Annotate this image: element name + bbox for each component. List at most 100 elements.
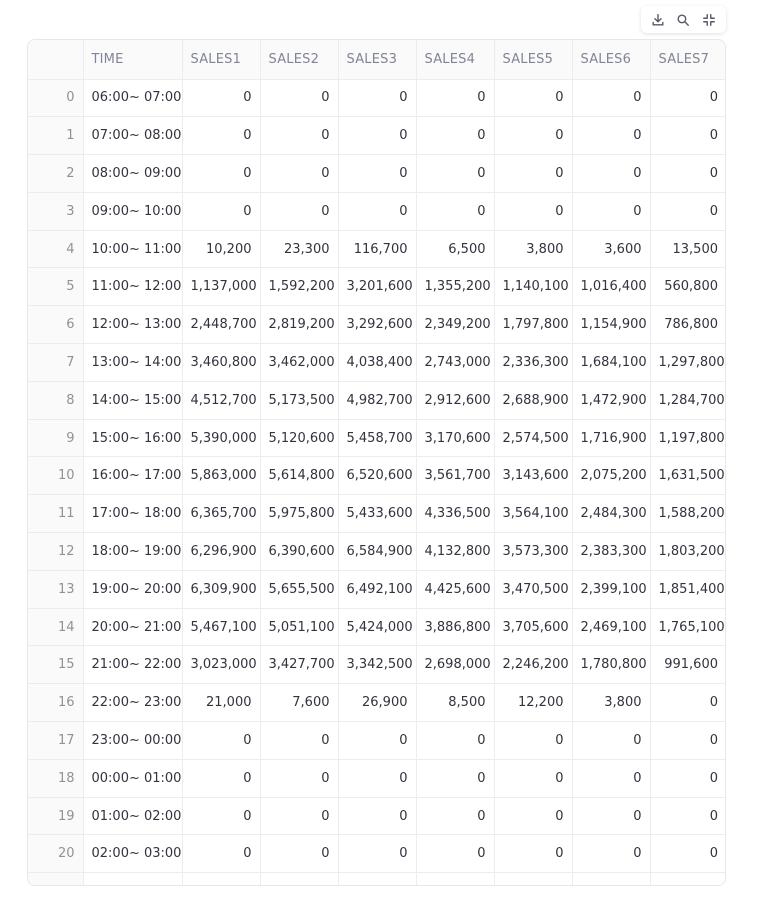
- row-index-cell[interactable]: 6: [28, 305, 84, 345]
- table-row[interactable]: 7 13:00~ 14:00 3,460,800 3,462,000 4,038,400…: [28, 343, 725, 382]
- time-cell[interactable]: 18:00~ 19:00: [83, 532, 183, 571]
- table-row[interactable]: 12 18:00~ 19:00 6,296,900 6,390,600 6,584,90…: [28, 532, 725, 571]
- table-row[interactable]: 0 06:00~ 07:00 0 0 0 0 0 0 0: [28, 79, 725, 118]
- row-index-cell[interactable]: 1: [28, 116, 84, 156]
- table-row[interactable]: 2 08:00~ 09:00 0 0 0 0 0 0 0: [28, 154, 725, 193]
- sales-cell[interactable]: 1,016,400: [572, 267, 651, 307]
- sales-cell[interactable]: 1,765,100: [650, 608, 725, 647]
- row-index-cell[interactable]: 8: [28, 381, 84, 420]
- sales-cell[interactable]: 1,631,500: [650, 456, 725, 496]
- sales-cell[interactable]: 0: [572, 116, 651, 156]
- sales-cell[interactable]: 3,800: [572, 683, 651, 723]
- table-row[interactable]: 14 20:00~ 21:00 5,467,100 5,051,100 5,424,00…: [28, 608, 725, 647]
- sales-cell[interactable]: 1,716,900: [572, 419, 651, 458]
- sales-cell[interactable]: 0: [182, 721, 261, 760]
- sales-cell[interactable]: 2,574,500: [494, 419, 573, 458]
- sales-cell[interactable]: 0: [650, 759, 725, 798]
- row-index-cell[interactable]: 14: [28, 608, 84, 647]
- sales-cell[interactable]: 1,137,000: [182, 267, 261, 307]
- sales-cell[interactable]: 991,600: [650, 645, 725, 685]
- row-index-cell[interactable]: 7: [28, 343, 84, 382]
- sales-cell[interactable]: 0: [182, 797, 261, 836]
- sales-cell[interactable]: 3,460,800: [182, 343, 261, 382]
- sales-cell[interactable]: 1,297,800: [650, 343, 725, 382]
- sales-cell[interactable]: 3,170,600: [416, 419, 495, 458]
- sales-cell[interactable]: 0: [572, 834, 651, 874]
- sales-cell[interactable]: 5,614,800: [260, 456, 339, 496]
- sales-cell[interactable]: 0: [650, 154, 725, 193]
- table-row[interactable]: 5 11:00~ 12:00 1,137,000 1,592,200 3,201,600…: [28, 267, 725, 307]
- sales-cell[interactable]: 5,120,600: [260, 419, 339, 458]
- row-index-cell[interactable]: 17: [28, 721, 84, 760]
- table-row[interactable]: 1 07:00~ 08:00 0 0 0 0 0 0 0: [28, 116, 725, 156]
- time-cell[interactable]: 14:00~ 15:00: [83, 381, 183, 420]
- sales-cell[interactable]: 3,470,500: [494, 570, 573, 609]
- sales-cell[interactable]: 1,154,900: [572, 305, 651, 345]
- sales-cell[interactable]: 0: [494, 834, 573, 874]
- sales-cell[interactable]: 6,309,900: [182, 570, 261, 609]
- sales-cell[interactable]: 0: [572, 154, 651, 193]
- sales-cell[interactable]: 2,336,300: [494, 343, 573, 382]
- sales-cell[interactable]: 0: [494, 759, 573, 798]
- sales-cell[interactable]: 5,863,000: [182, 456, 261, 496]
- sales-cell[interactable]: 5,458,700: [338, 419, 417, 458]
- row-index-cell[interactable]: 15: [28, 645, 84, 685]
- row-index-cell[interactable]: 9: [28, 419, 84, 458]
- sales-cell[interactable]: 0: [416, 79, 495, 118]
- time-cell[interactable]: 00:00~ 01:00: [83, 759, 183, 798]
- table-row[interactable]: 19 01:00~ 02:00 0 0 0 0 0 0 0: [28, 797, 725, 836]
- sales-cell[interactable]: 3,561,700: [416, 456, 495, 496]
- sales-cell[interactable]: 5,433,600: [338, 494, 417, 534]
- sales-cell[interactable]: 0: [182, 759, 261, 798]
- fullscreen-button[interactable]: [699, 10, 719, 30]
- sales-cell[interactable]: 6,500: [416, 230, 495, 269]
- table-row[interactable]: 15 21:00~ 22:00 3,023,000 3,427,700 3,342,50…: [28, 645, 725, 685]
- time-cell[interactable]: 19:00~ 20:00: [83, 570, 183, 609]
- sales-cell[interactable]: 3,564,100: [494, 494, 573, 534]
- time-cell[interactable]: 12:00~ 13:00: [83, 305, 183, 345]
- table-row[interactable]: 8 14:00~ 15:00 4,512,700 5,173,500 4,982,700…: [28, 381, 725, 420]
- column-header-sales6[interactable]: SALES6: [572, 40, 651, 80]
- time-cell[interactable]: 20:00~ 21:00: [83, 608, 183, 647]
- table-row[interactable]: 16 22:00~ 23:00 21,000 7,600 26,900 8,500 12,2…: [28, 683, 725, 723]
- sales-cell[interactable]: 0: [650, 79, 725, 118]
- sales-cell[interactable]: 0: [572, 759, 651, 798]
- sales-cell[interactable]: 0: [260, 759, 339, 798]
- sales-cell[interactable]: 0: [572, 797, 651, 836]
- column-header-sales1[interactable]: SALES1: [182, 40, 261, 80]
- table-row[interactable]: 18 00:00~ 01:00 0 0 0 0 0 0 0: [28, 759, 725, 798]
- time-cell[interactable]: 08:00~ 09:00: [83, 154, 183, 193]
- sales-cell[interactable]: 0: [494, 116, 573, 156]
- sales-cell[interactable]: 0: [182, 154, 261, 193]
- download-button[interactable]: [648, 10, 668, 30]
- sales-cell[interactable]: 0: [416, 154, 495, 193]
- sales-cell[interactable]: 13,500: [650, 230, 725, 269]
- sales-cell[interactable]: 0: [650, 721, 725, 760]
- sales-cell[interactable]: 0: [416, 834, 495, 874]
- table-row[interactable]: 10 16:00~ 17:00 5,863,000 5,614,800 6,520,60…: [28, 456, 725, 496]
- sales-cell[interactable]: 1,472,900: [572, 381, 651, 420]
- sales-cell[interactable]: 6,492,100: [338, 570, 417, 609]
- row-index-cell[interactable]: 3: [28, 192, 84, 231]
- sales-cell[interactable]: 3,705,600: [494, 608, 573, 647]
- sales-cell[interactable]: 3,292,600: [338, 305, 417, 345]
- row-index-cell[interactable]: 18: [28, 759, 84, 798]
- sales-cell[interactable]: 0: [572, 79, 651, 118]
- sales-cell[interactable]: 4,038,400: [338, 343, 417, 382]
- sales-cell[interactable]: 5,424,000: [338, 608, 417, 647]
- sales-cell[interactable]: 1,780,800: [572, 645, 651, 685]
- sales-cell[interactable]: 0: [650, 797, 725, 836]
- row-index-cell[interactable]: 4: [28, 230, 84, 269]
- sales-cell[interactable]: 1,803,200: [650, 532, 725, 571]
- sales-cell[interactable]: 26,900: [338, 683, 417, 723]
- sales-cell[interactable]: 6,390,600: [260, 532, 339, 571]
- column-header-sales2[interactable]: SALES2: [260, 40, 339, 80]
- time-cell[interactable]: 23:00~ 00:00: [83, 721, 183, 760]
- sales-cell[interactable]: 4,425,600: [416, 570, 495, 609]
- sales-cell[interactable]: 0: [260, 834, 339, 874]
- sales-cell[interactable]: 0: [416, 116, 495, 156]
- sales-cell[interactable]: 2,688,900: [494, 381, 573, 420]
- row-index-cell[interactable]: 12: [28, 532, 84, 571]
- sales-cell[interactable]: 5,390,000: [182, 419, 261, 458]
- row-index-cell[interactable]: 10: [28, 456, 84, 496]
